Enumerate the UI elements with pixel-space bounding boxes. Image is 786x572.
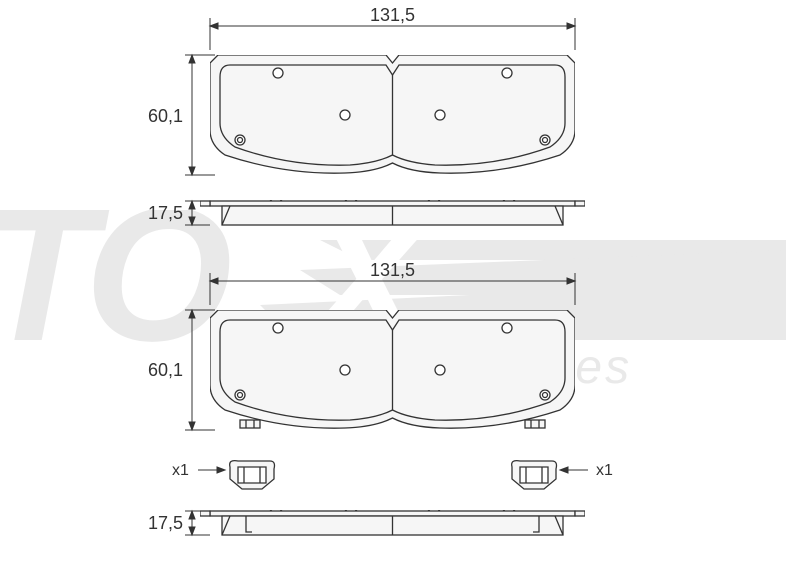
dim-top-width: 131,5 — [370, 5, 415, 26]
clip-count-right: x1 — [596, 462, 613, 480]
top-brake-pad-face — [210, 55, 575, 175]
clip-left — [228, 459, 276, 491]
dim-bottom-height: 60,1 — [148, 360, 183, 381]
bottom-brake-pad-side — [200, 510, 585, 538]
clip-count-left: x1 — [172, 462, 189, 480]
dim-bottom-width: 131,5 — [370, 260, 415, 281]
dim-bottom-thick: 17,5 — [148, 513, 183, 534]
dim-top-thick: 17,5 — [148, 203, 183, 224]
top-brake-pad-side — [200, 200, 585, 228]
bottom-brake-pad-face — [210, 310, 575, 430]
dim-top-height: 60,1 — [148, 106, 183, 127]
clip-right — [510, 459, 558, 491]
technical-drawing: 131,5 60,1 17,5 131,5 60,1 17,5 x1 x1 — [0, 0, 786, 572]
